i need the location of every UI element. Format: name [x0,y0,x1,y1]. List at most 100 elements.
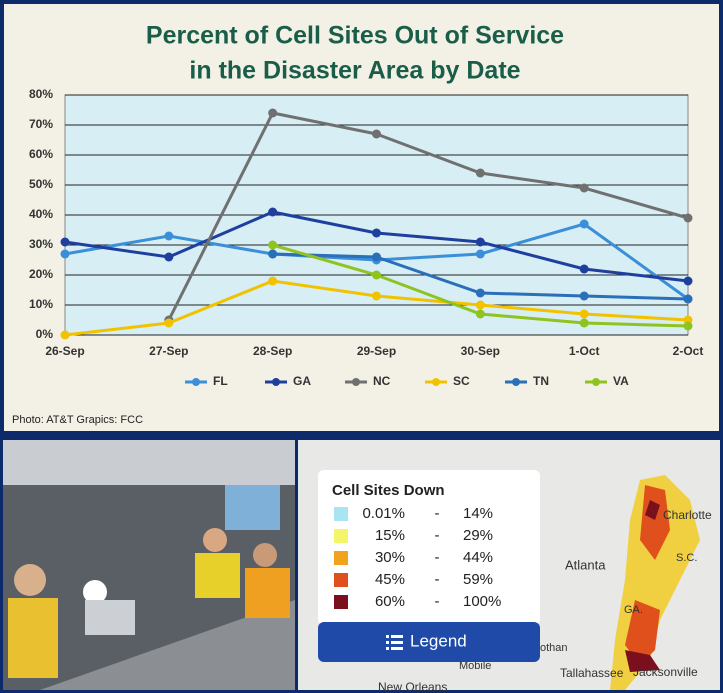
legend-icon [386,635,403,650]
photo [3,440,295,690]
x-tick-label: 1-Oct [569,344,600,358]
legend-swatch [334,595,348,609]
point [60,237,70,247]
point [579,183,589,193]
point [683,213,693,223]
point [579,309,589,319]
y-tick-label: 10% [29,297,53,311]
legend-to: 100% [463,593,501,610]
legend-swatch [334,551,348,565]
map-place: Mobile [459,660,491,672]
point [475,168,485,178]
y-tick-label: 60% [29,147,53,161]
legend-swatch [272,378,280,386]
map-legend [318,470,540,625]
point [475,237,485,247]
y-tick-label: 0% [36,327,54,341]
legend-swatch [334,529,348,543]
point [372,291,381,301]
legend-to: 14% [463,505,493,522]
map-place: Atlanta [565,557,606,572]
legend-label: VA [613,374,629,388]
point [60,330,70,340]
map-place: S.C. [676,552,697,564]
y-tick-label: 80% [29,87,53,101]
legend-swatch [334,507,348,521]
caption: Photo: AT&T Grapics: FCC [12,414,143,426]
legend-sep: - [435,505,440,522]
point [164,252,174,262]
x-tick-label: 29-Sep [357,344,396,358]
legend-swatch [512,378,520,386]
y-tick-label: 70% [29,117,53,131]
legend-swatch [192,378,200,386]
series-line [167,111,689,321]
map-place: New Orleans [378,680,447,693]
legend-label: SC [453,374,470,388]
point [164,318,174,328]
point [579,264,589,274]
point [579,219,589,229]
legend-from: 60% [375,593,405,610]
point [579,318,589,328]
legend-from: 0.01% [362,505,405,522]
y-tick-label: 30% [29,237,53,251]
legend-to: 44% [463,549,493,566]
map-place: GA. [624,604,643,616]
point [475,249,485,259]
point [579,291,589,301]
point [683,294,693,304]
legend-swatch [352,378,360,386]
legend-label: NC [373,374,391,388]
point [372,129,381,139]
legend-sep: - [435,593,440,610]
chart-title: Percent of Cell Sites Out of Service [146,22,564,50]
map-place: Tallahassee [560,666,624,680]
legend-sep: - [435,571,440,588]
chart-title: in the Disaster Area by Date [189,57,520,85]
legend-to: 59% [463,571,493,588]
legend-label: TN [533,374,549,388]
legend-from: 15% [375,527,405,544]
legend-to: 29% [463,527,493,544]
x-tick-label: 2-Oct [673,344,704,358]
point [475,300,485,310]
map-place: othan [540,642,568,654]
point [60,249,70,259]
map-place: Jacksonville [633,665,698,679]
legend-from: 30% [375,549,405,566]
x-tick-label: 28-Sep [253,344,292,358]
point [683,321,693,331]
point [268,249,278,259]
x-tick-label: 27-Sep [149,344,188,358]
map-place: Charlotte [663,508,712,522]
legend-swatch [432,378,440,386]
legend-button-label[interactable]: Legend [410,631,467,650]
legend-sep: - [435,527,440,544]
legend-label: FL [213,374,228,388]
x-tick-label: 30-Sep [461,344,500,358]
point [268,207,278,217]
point [372,228,381,238]
legend-from: 45% [375,571,405,588]
point [268,108,278,118]
point [372,252,381,262]
legend-swatch [334,573,348,587]
legend-swatch [592,378,600,386]
point [164,231,174,241]
map-legend-title: Cell Sites Down [332,482,445,499]
point [475,288,485,298]
x-tick-label: 26-Sep [45,344,84,358]
legend-label: GA [293,374,311,388]
y-tick-label: 50% [29,177,53,191]
point [683,276,693,286]
legend-button[interactable] [318,622,540,662]
point [372,270,381,280]
legend-sep: - [435,549,440,566]
y-tick-label: 20% [29,267,53,281]
point [475,309,485,319]
point [268,276,278,286]
y-tick-label: 40% [29,207,53,221]
